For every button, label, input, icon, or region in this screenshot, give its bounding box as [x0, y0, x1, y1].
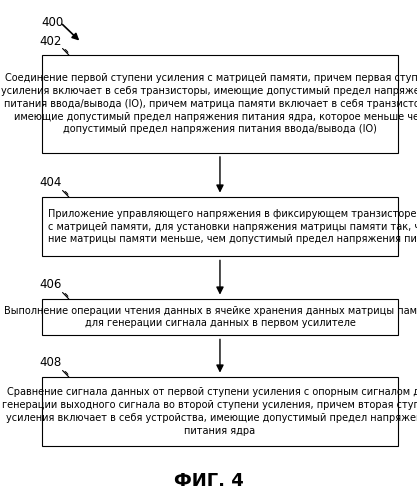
Text: Приложение управляющего напряжения в фиксирующем транзисторе, соединенным
с матр: Приложение управляющего напряжения в фик…	[48, 208, 417, 244]
Text: Соединение первой ступени усиления с матрицей памяти, причем первая ступень
усил: Соединение первой ступени усиления с мат…	[1, 73, 417, 134]
Bar	[42, 377, 398, 446]
Text: 400: 400	[42, 16, 64, 29]
Bar	[42, 55, 398, 152]
Text: 402: 402	[40, 34, 62, 48]
Text: Сравнение сигнала данных от первой ступени усиления с опорным сигналом для
генер: Сравнение сигнала данных от первой ступе…	[2, 388, 417, 436]
Text: 408: 408	[40, 356, 62, 370]
Text: Выполнение операции чтения данных в ячейке хранения данных матрицы памяти
для ге: Выполнение операции чтения данных в ячей…	[5, 306, 417, 328]
Text: 406: 406	[40, 278, 62, 291]
Text: ФИГ. 4: ФИГ. 4	[173, 472, 244, 490]
Bar	[42, 299, 398, 335]
Text: 404: 404	[40, 176, 62, 190]
Bar	[42, 197, 398, 256]
